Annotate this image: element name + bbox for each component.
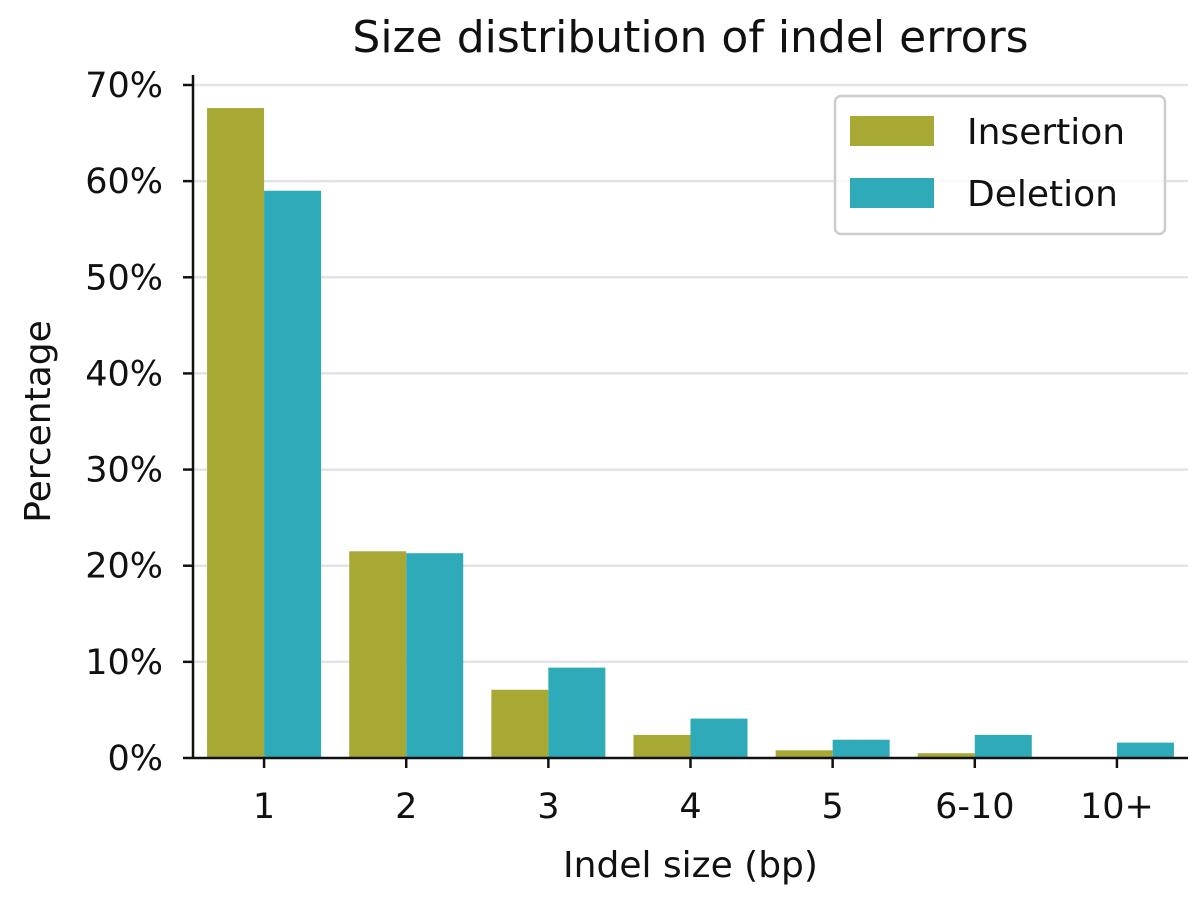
bars — [207, 108, 1174, 759]
legend-swatch-deletion — [850, 178, 934, 208]
bar-insertion-5 — [775, 750, 833, 758]
bar-insertion-2 — [349, 551, 407, 758]
bar-deletion-3 — [548, 667, 606, 758]
legend-label-insertion: Insertion — [967, 112, 1125, 153]
x-tick-label: 4 — [679, 787, 701, 827]
x-ticks: 1 2 3 4 5 6-10 10+ — [253, 758, 1154, 827]
y-tick-label: 30% — [85, 451, 163, 491]
bar-insertion-4 — [633, 734, 691, 758]
bar-insertion-3 — [491, 689, 549, 758]
y-tick-label: 50% — [85, 258, 163, 298]
bar-deletion-1 — [264, 190, 322, 758]
y-tick-label: 0% — [107, 739, 163, 779]
y-ticks: 0% 10% 20% 30% 40% 50% 60% 70% — [85, 66, 193, 779]
y-tick-label: 20% — [85, 547, 163, 587]
x-tick-label: 5 — [822, 787, 844, 827]
bar-deletion-5 — [832, 739, 890, 758]
x-tick-label: 1 — [253, 787, 275, 827]
x-tick-label: 3 — [537, 787, 559, 827]
y-tick-label: 10% — [85, 643, 163, 683]
bar-deletion-4 — [690, 718, 748, 758]
bar-deletion-6-10 — [974, 734, 1032, 758]
bar-insertion-6-10 — [917, 753, 975, 758]
chart-title: Size distribution of indel errors — [352, 12, 1028, 63]
bar-deletion-2 — [406, 553, 464, 758]
legend-swatch-insertion — [850, 116, 934, 146]
y-tick-label: 60% — [85, 162, 163, 202]
x-tick-label: 6-10 — [935, 787, 1014, 827]
y-axis-label: Percentage — [18, 320, 59, 523]
bar-insertion-1 — [207, 108, 265, 759]
y-tick-label: 70% — [85, 66, 163, 106]
x-tick-label: 10+ — [1080, 787, 1154, 827]
y-tick-label: 40% — [85, 354, 163, 394]
x-tick-label: 2 — [395, 787, 417, 827]
legend-label-deletion: Deletion — [967, 174, 1118, 215]
legend: Insertion Deletion — [833, 94, 1167, 236]
bar-deletion-10+ — [1116, 742, 1174, 758]
x-axis-label: Indel size (bp) — [563, 845, 818, 886]
